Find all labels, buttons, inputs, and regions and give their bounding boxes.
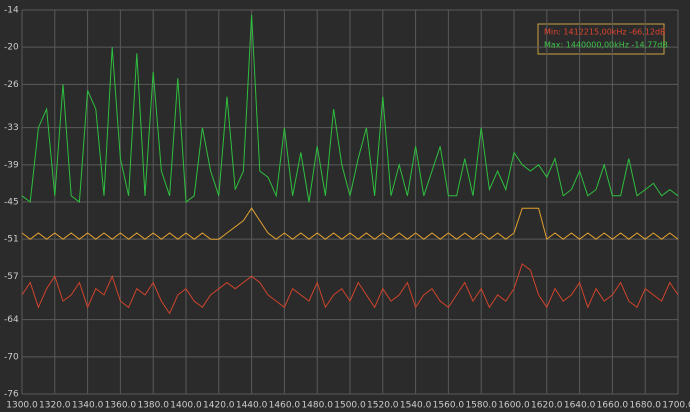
- y-tick-label: -51: [4, 235, 19, 245]
- x-tick-label: 1320.0: [39, 401, 71, 411]
- legend-text: Max: 1440000,00kHz -14,77dB: [544, 41, 668, 50]
- y-tick-label: -20: [4, 43, 19, 53]
- x-tick-label: 1680.0: [629, 401, 661, 411]
- y-tick-label: -64: [4, 315, 19, 325]
- x-tick-label: 1380.0: [137, 401, 169, 411]
- y-tick-label: -14: [4, 6, 19, 16]
- x-tick-label: 1340.0: [72, 401, 104, 411]
- series-line: [21, 263, 679, 315]
- x-tick-label: 1480.0: [301, 401, 333, 411]
- x-tick-label: 1520.0: [367, 401, 399, 411]
- series-line: [21, 14, 679, 203]
- x-tick-label: 1400.0: [170, 401, 202, 411]
- x-tick-label: 1440.0: [236, 401, 268, 411]
- y-tick-label: -76: [4, 390, 19, 400]
- x-tick-label: 1620.0: [531, 401, 563, 411]
- legend-text: Min: 1412215,00kHz -66,12dB: [544, 28, 666, 37]
- x-tick-label: 1500.0: [334, 401, 366, 411]
- x-tick-label: 1560.0: [433, 401, 465, 411]
- x-tick-label: 1360.0: [105, 401, 137, 411]
- x-tick-label: 1300.0: [6, 401, 38, 411]
- y-tick-label: -33: [4, 123, 19, 133]
- y-tick-label: -70: [4, 352, 19, 362]
- x-tick-label: 1460.0: [269, 401, 301, 411]
- series-line: [21, 207, 679, 241]
- x-tick-label: 1540.0: [400, 401, 432, 411]
- y-tick-label: -39: [4, 160, 19, 170]
- y-tick-label: -45: [4, 198, 19, 208]
- legend-box: [537, 23, 665, 55]
- x-tick-label: 1660.0: [597, 401, 629, 411]
- x-tick-label: 1580.0: [465, 401, 497, 411]
- x-tick-label: 1600.0: [498, 401, 530, 411]
- x-tick-label: 1640.0: [564, 401, 596, 411]
- y-tick-label: -57: [4, 272, 19, 282]
- x-tick-label: 1420.0: [203, 401, 235, 411]
- y-tick-label: -26: [4, 80, 19, 90]
- x-tick-label: 1700.0: [662, 401, 690, 411]
